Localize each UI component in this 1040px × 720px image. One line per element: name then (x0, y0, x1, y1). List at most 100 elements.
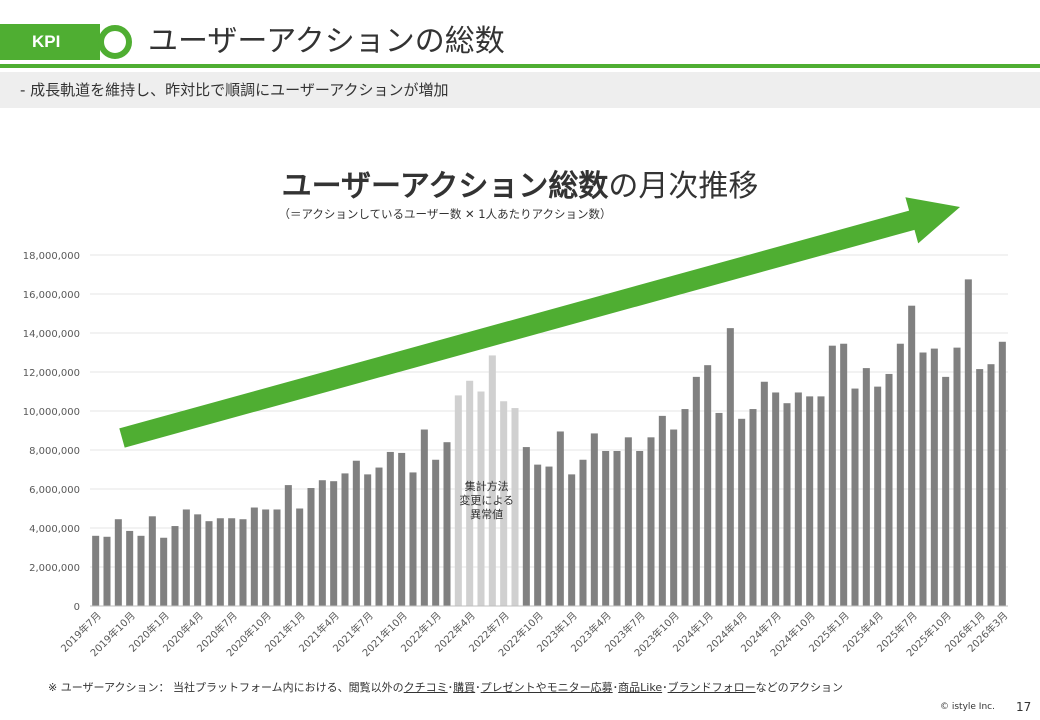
bar (432, 459, 440, 606)
footnote-present: プレゼントやモニター応募 (480, 681, 613, 694)
bar (772, 392, 780, 606)
bar (250, 507, 258, 606)
y-tick-label: 14,000,000 (23, 329, 80, 340)
bar (522, 447, 530, 606)
bar (998, 341, 1006, 606)
bar (103, 536, 111, 606)
bar (352, 460, 360, 606)
bar (216, 518, 224, 606)
bar (828, 345, 836, 606)
bar (364, 474, 372, 606)
bar (851, 388, 859, 606)
footnote-sep: ･ (612, 681, 619, 694)
bar (658, 415, 666, 606)
anomaly-label: 異常値 (470, 508, 503, 521)
y-tick-label: 2,000,000 (29, 563, 80, 574)
bar (386, 451, 394, 606)
bar (930, 348, 938, 606)
bar (420, 429, 428, 606)
bar (228, 518, 236, 606)
bar (92, 535, 100, 606)
bar (987, 364, 995, 606)
bar (296, 508, 304, 606)
footnote-sep: ･ (447, 681, 454, 694)
bar (738, 418, 746, 606)
bar (375, 467, 383, 606)
bar (568, 474, 576, 606)
anomaly-bar (500, 401, 508, 606)
bar (171, 526, 179, 606)
bar (908, 305, 916, 606)
bar (806, 396, 814, 606)
y-tick-label: 0 (74, 602, 80, 613)
anomaly-bar (477, 391, 485, 606)
bar (205, 521, 213, 606)
footnote-follow: ブランドフォロー (667, 681, 756, 694)
bar (794, 392, 802, 606)
bar (783, 403, 791, 606)
bar (715, 412, 723, 606)
ring-icon (98, 25, 132, 59)
anomaly-label: 変更による (459, 493, 514, 507)
bar (273, 509, 281, 606)
bar (307, 488, 315, 606)
bar (194, 514, 202, 606)
y-tick-label: 6,000,000 (29, 485, 80, 496)
bar (862, 368, 870, 606)
bar (692, 376, 700, 606)
y-tick-label: 8,000,000 (29, 446, 80, 457)
page-number: 17 (1016, 700, 1032, 714)
bar (137, 535, 145, 606)
chart-title: ユーザーアクション総数の月次推移 (282, 169, 759, 204)
y-tick-label: 4,000,000 (29, 524, 80, 535)
y-tick-label: 18,000,000 (23, 251, 80, 262)
footnote-sep: ･ (475, 681, 481, 694)
bar (942, 376, 950, 606)
bar (760, 381, 768, 606)
bar (341, 473, 349, 606)
bar (670, 429, 678, 606)
footnote-sep: ･ (662, 681, 668, 694)
bar (885, 373, 893, 606)
bar (534, 464, 542, 606)
bar (126, 530, 134, 606)
bar (330, 481, 338, 606)
bar (262, 509, 270, 606)
bar (896, 343, 904, 606)
bar (398, 452, 406, 606)
footnote-like: 商品Like (618, 681, 663, 694)
bar (556, 431, 564, 606)
bar (114, 519, 122, 606)
footnote: ※ ユーザーアクション： 当社プラットフォーム内における、閲覧以外のクチコミ･購… (48, 680, 843, 696)
copyright: © istyle Inc. (940, 702, 995, 712)
subtitle-text: - 成長軌道を維持し、昨対比で順調にユーザーアクションが増加 (20, 81, 449, 99)
bar (409, 472, 417, 606)
anomaly-bar (454, 395, 462, 606)
bar (817, 396, 825, 606)
y-tick-label: 12,000,000 (23, 368, 80, 379)
bar (613, 450, 621, 606)
chart-title-bold: ユーザーアクション総数 (282, 169, 610, 204)
bar (148, 516, 156, 606)
bar (874, 386, 882, 606)
anomaly-bar (511, 408, 519, 606)
bar (318, 480, 326, 606)
bar (704, 365, 712, 606)
bar (647, 437, 655, 606)
kpi-badge: KPI (0, 24, 100, 60)
bar (953, 347, 961, 606)
bar (681, 409, 689, 606)
bar (239, 519, 247, 606)
bar (579, 459, 587, 606)
footnote-kuchikomi: クチコミ (403, 681, 448, 694)
bar (976, 369, 984, 606)
chart-subtitle: （＝アクションしているユーザー数 ✕ 1人あたりアクション数） (278, 207, 611, 221)
trend-arrow (119, 197, 961, 448)
chart-title-rest: の月次推移 (608, 169, 758, 204)
footnote-suffix: などのアクション (755, 681, 844, 694)
page-title: ユーザーアクションの総数 (148, 24, 505, 59)
anomaly-label: 集計方法 (465, 479, 509, 493)
footnote-kobai: 購買 (453, 681, 476, 694)
bar (636, 450, 644, 606)
